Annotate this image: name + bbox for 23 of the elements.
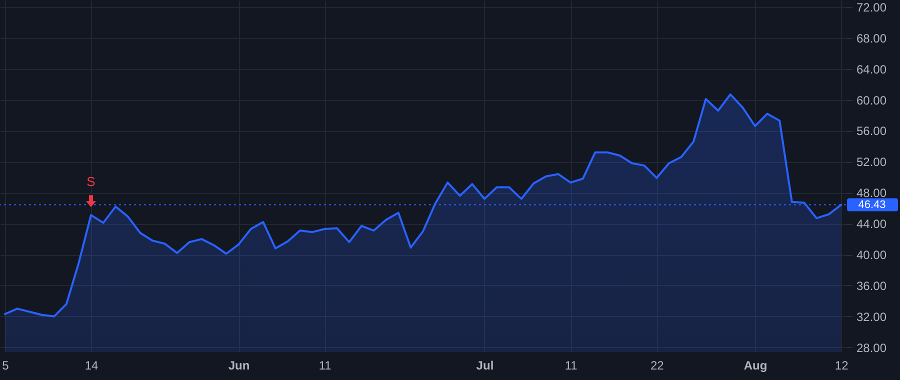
y-tick-label: 48.00 <box>856 186 887 200</box>
y-tick-label: 64.00 <box>856 62 887 76</box>
y-tick-label: 44.00 <box>856 217 887 232</box>
y-tick-label: 72.00 <box>856 0 887 14</box>
x-tick-label: Jul <box>476 358 494 372</box>
x-tick-label: 5 <box>2 358 10 372</box>
y-tick-label: 68.00 <box>856 31 887 46</box>
x-tick-label: 22 <box>650 358 664 372</box>
y-tick-label: 52.00 <box>856 155 887 170</box>
y-tick-label: 32.00 <box>856 310 887 324</box>
x-tick-label: 11 <box>564 358 578 372</box>
x-tick-label: Aug <box>744 358 768 372</box>
y-tick-label: 28.00 <box>856 340 887 355</box>
y-tick-label: 40.00 <box>856 248 887 262</box>
y-tick-label: 56.00 <box>856 124 887 138</box>
annotation: S <box>86 174 96 190</box>
x-tick-label: 11 <box>318 358 332 372</box>
y-tick-label: 36.00 <box>856 278 887 293</box>
x-tick-label: 12 <box>834 358 849 372</box>
x-tick-label: Jun <box>228 358 250 372</box>
y-tick-label: 60.00 <box>856 93 887 108</box>
x-tick-label: 14 <box>84 358 98 372</box>
ref-line-label: 46.43 <box>858 198 886 211</box>
